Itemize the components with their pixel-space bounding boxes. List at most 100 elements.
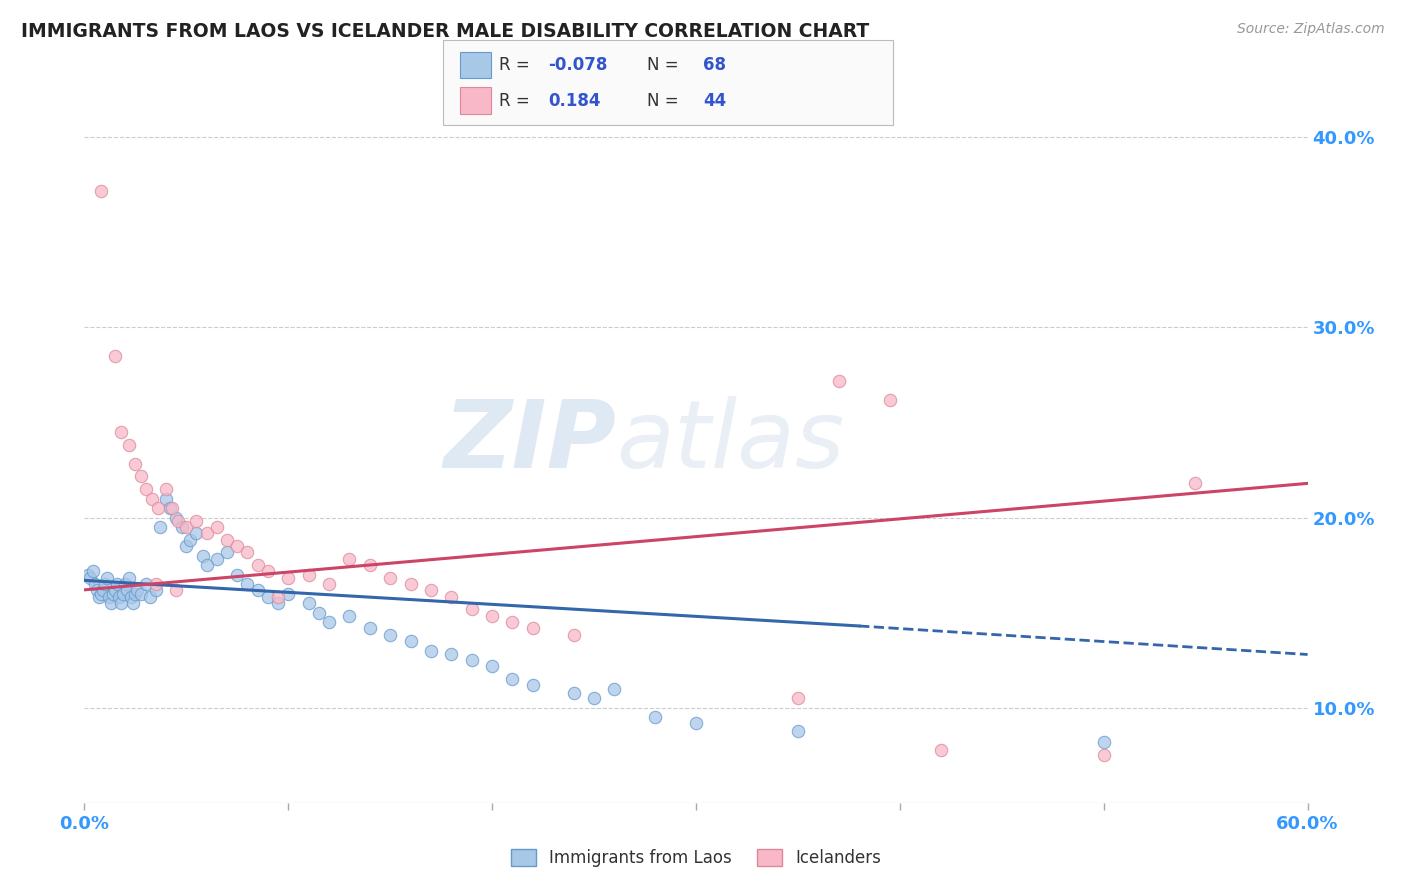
Point	[110, 596, 132, 610]
Point	[159, 501, 181, 516]
Text: ZIP: ZIP	[443, 395, 616, 488]
Legend: Immigrants from Laos, Icelanders: Immigrants from Laos, Icelanders	[505, 842, 887, 874]
Point	[583, 691, 606, 706]
Point	[787, 691, 810, 706]
Point	[318, 577, 340, 591]
Point	[562, 628, 585, 642]
Point	[277, 587, 299, 601]
Point	[124, 587, 146, 601]
Text: atlas: atlas	[616, 396, 845, 487]
Point	[502, 615, 524, 630]
Point	[205, 520, 228, 534]
Point	[186, 525, 208, 540]
Point	[359, 558, 381, 573]
Point	[195, 558, 218, 573]
Point	[179, 533, 201, 548]
Point	[105, 577, 128, 591]
Text: 68: 68	[703, 56, 725, 74]
Point	[440, 648, 463, 662]
Point	[359, 621, 381, 635]
Point	[522, 621, 544, 635]
Point	[461, 653, 484, 667]
Point	[879, 392, 901, 407]
Point	[118, 438, 141, 452]
Point	[135, 482, 157, 496]
Point	[122, 596, 145, 610]
Point	[308, 606, 330, 620]
Text: N =: N =	[647, 92, 683, 110]
Point	[165, 510, 187, 524]
Point	[110, 425, 132, 439]
Text: R =: R =	[499, 56, 536, 74]
Point	[399, 634, 422, 648]
Point	[685, 715, 707, 730]
Point	[522, 678, 544, 692]
Point	[1092, 735, 1115, 749]
Point	[277, 571, 299, 585]
Point	[131, 468, 153, 483]
Point	[461, 602, 484, 616]
Point	[267, 591, 290, 605]
Point	[138, 591, 160, 605]
Point	[644, 710, 666, 724]
Point	[112, 587, 135, 601]
Point	[236, 577, 259, 591]
Point	[104, 582, 127, 597]
Point	[562, 685, 585, 699]
Point	[160, 501, 183, 516]
Point	[257, 564, 280, 578]
Point	[135, 577, 157, 591]
Text: Source: ZipAtlas.com: Source: ZipAtlas.com	[1237, 22, 1385, 37]
Point	[440, 591, 463, 605]
Point	[115, 582, 138, 597]
Point	[96, 571, 118, 585]
Point	[145, 577, 167, 591]
Point	[380, 571, 402, 585]
Point	[236, 545, 259, 559]
Text: N =: N =	[647, 56, 683, 74]
Point	[114, 577, 136, 591]
Point	[339, 609, 361, 624]
Point	[217, 533, 239, 548]
Point	[502, 672, 524, 686]
Point	[246, 582, 269, 597]
Text: 0.184: 0.184	[548, 92, 600, 110]
Point	[257, 591, 280, 605]
Point	[787, 723, 810, 738]
Point	[155, 491, 177, 506]
Point	[104, 349, 127, 363]
Point	[101, 587, 124, 601]
Point	[172, 520, 194, 534]
Point	[481, 659, 503, 673]
Point	[481, 609, 503, 624]
Point	[93, 577, 115, 591]
Point	[318, 615, 340, 630]
Point	[155, 482, 177, 496]
Point	[205, 552, 228, 566]
Point	[87, 591, 110, 605]
Point	[146, 501, 169, 516]
Point	[120, 591, 142, 605]
Point	[339, 552, 361, 566]
Point	[108, 591, 131, 605]
Text: 44: 44	[703, 92, 727, 110]
Point	[79, 571, 101, 585]
Point	[186, 515, 208, 529]
Point	[91, 582, 114, 597]
Point	[131, 587, 153, 601]
Point	[267, 596, 290, 610]
Point	[149, 520, 172, 534]
Point	[929, 742, 952, 756]
Point	[195, 525, 218, 540]
Point	[127, 582, 149, 597]
Point	[100, 596, 122, 610]
Point	[90, 587, 112, 601]
Point	[167, 515, 190, 529]
Point	[124, 458, 146, 472]
Point	[145, 582, 167, 597]
Point	[217, 545, 239, 559]
Point	[77, 567, 100, 582]
Point	[174, 520, 197, 534]
Point	[380, 628, 402, 642]
Point	[191, 549, 214, 563]
